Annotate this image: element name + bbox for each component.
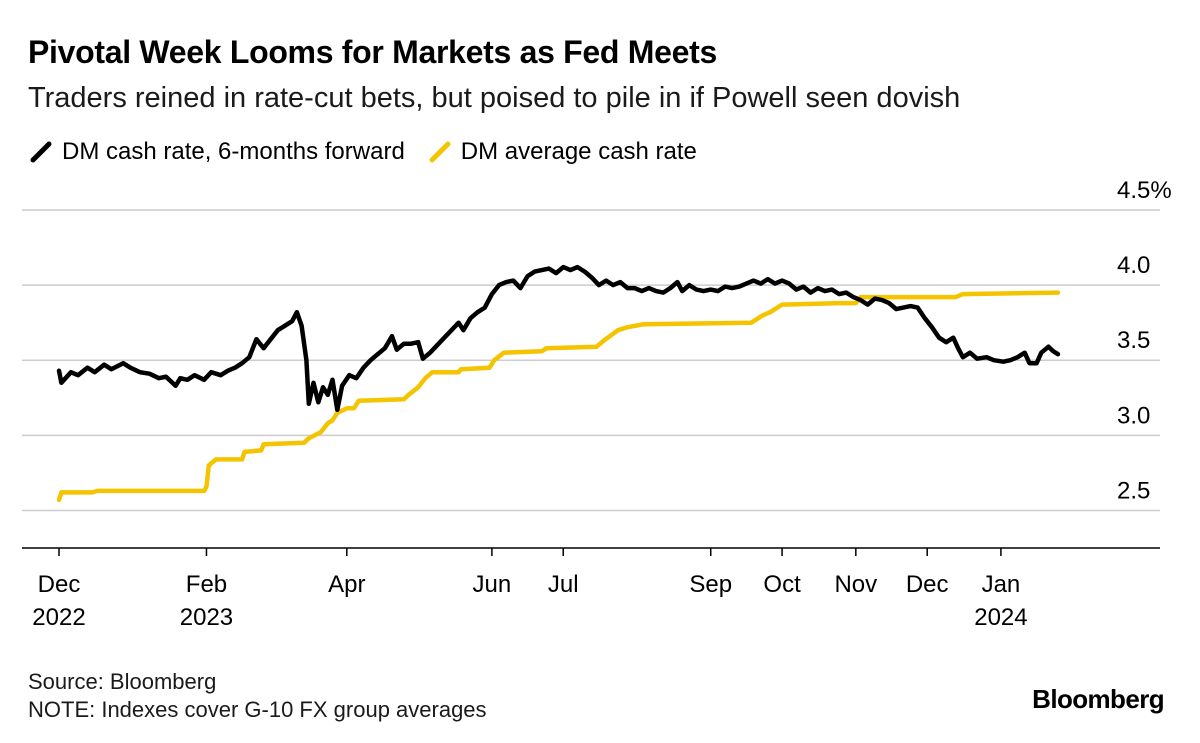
x-tick-label: Jul	[548, 571, 579, 598]
grid-lines	[22, 209, 1160, 512]
y-tick-label: 3.5	[1117, 327, 1150, 354]
series-line-average-rate	[56, 290, 1061, 503]
x-tick-label: Feb	[186, 571, 227, 598]
x-tick-year-label: 2024	[974, 604, 1027, 631]
x-tick-label: Jan	[982, 571, 1021, 598]
legend-swatch-black	[30, 141, 52, 163]
legend-item-forward: DM cash rate, 6-months forward	[28, 138, 405, 166]
x-tick-year-label: 2023	[180, 604, 233, 631]
x-tick-label: Dec	[906, 571, 949, 598]
x-axis: Dec 2022 Feb 2023 Apr Jun Jul Sep Oct Nov Dec Jan 20…	[22, 547, 1160, 631]
x-tick-label: Sep	[689, 571, 732, 598]
series-lines	[56, 264, 1061, 503]
legend-label-average: DM average cash rate	[460, 138, 697, 165]
chart-title: Pivotal Week Looms for Markets as Fed Me…	[28, 34, 717, 70]
series-line-forward-rate	[56, 264, 1061, 413]
legend-swatch-yellow	[429, 141, 451, 163]
bloomberg-logo: Bloomberg	[1032, 684, 1164, 714]
legend-label-forward: DM cash rate, 6-months forward	[62, 138, 405, 165]
x-tick-label: Oct	[763, 571, 801, 598]
legend: DM cash rate, 6-months forward DM averag…	[28, 138, 719, 166]
chart-subtitle: Traders reined in rate-cut bets, but poi…	[28, 82, 961, 114]
y-axis-labels: 4.5% 4.0 3.5 3.0 2.5	[1117, 177, 1172, 504]
footer: Source: Bloomberg NOTE: Indexes cover G-…	[28, 668, 487, 724]
x-tick-year-label: 2022	[32, 604, 85, 631]
x-tick-label: Apr	[328, 571, 365, 598]
x-tick-label: Dec	[38, 571, 81, 598]
footnote: NOTE: Indexes cover G-10 FX group averag…	[28, 697, 487, 722]
y-tick-label: 2.5	[1117, 477, 1150, 504]
source-note: Source: Bloomberg	[28, 669, 217, 694]
x-tick-label: Jun	[473, 571, 512, 598]
legend-item-average: DM average cash rate	[427, 138, 697, 166]
y-tick-label: 4.5%	[1117, 177, 1172, 204]
x-tick-label: Nov	[834, 571, 877, 598]
y-tick-label: 4.0	[1117, 252, 1150, 279]
y-tick-label: 3.0	[1117, 402, 1150, 429]
